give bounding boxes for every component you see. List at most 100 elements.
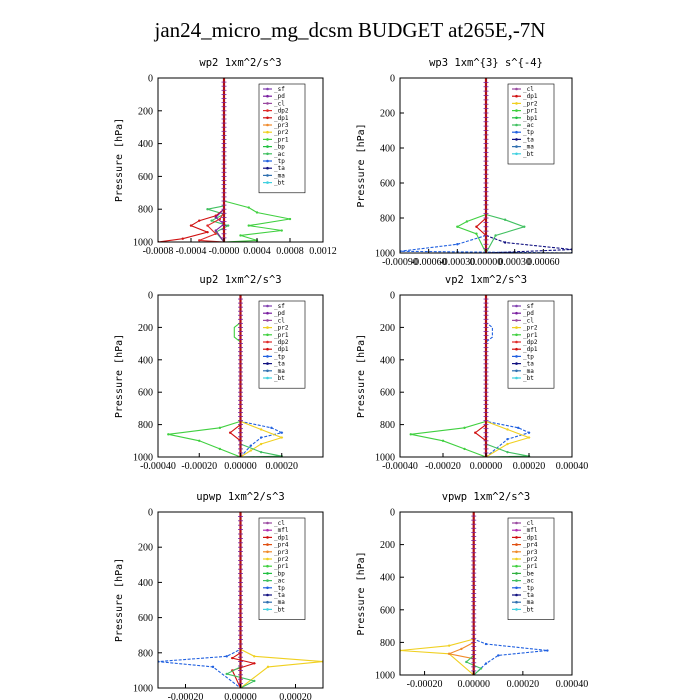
legend-label: _pr1 [523, 563, 538, 570]
legend-label: _pd [274, 93, 285, 100]
x-tick-label: 0.00020 [513, 461, 546, 472]
series-point-dp2 [198, 239, 201, 242]
legend-label: _pd [274, 310, 285, 317]
series-point-ta [503, 241, 507, 244]
legend-label: _ta [523, 361, 534, 368]
series-point-ac [503, 218, 507, 221]
legend-marker [515, 109, 518, 112]
legend-label: _ac [274, 578, 285, 585]
y-tick-label: 200 [380, 540, 395, 551]
x-tick-label: 0.00060 [527, 257, 560, 268]
series-group [158, 78, 292, 242]
series-point-pr1 [441, 439, 445, 442]
legend-marker [515, 333, 518, 337]
legend-marker [515, 557, 518, 561]
x-tick-label: -0.00030 [439, 257, 475, 268]
y-tick-label: 600 [138, 613, 153, 624]
legend-label: _ac [523, 122, 534, 129]
series-point-pr1 [288, 217, 292, 221]
legend-marker [266, 572, 269, 575]
legend-marker [266, 550, 269, 554]
y-tick-label: 1000 [375, 249, 395, 260]
legend-marker [266, 109, 269, 112]
legend-label: _pr1 [274, 332, 289, 339]
legend-marker [266, 138, 269, 141]
legend-marker [266, 87, 269, 91]
legend-marker [266, 311, 269, 315]
chart-panel-5: upwp 1xm^2/s^3 Pressure [hPa] 0 200 400 600 80… [114, 491, 324, 700]
series-group [158, 512, 323, 688]
series-group [167, 295, 284, 457]
y-tick-label: 400 [138, 355, 153, 366]
legend-marker [266, 181, 269, 184]
figure-title: jan24_micro_mg_dcsm BUDGET at265E,-7N [154, 18, 546, 42]
x-tick-label: -0.0000 [209, 246, 240, 257]
legend-label: _sf [274, 303, 285, 310]
legend-marker [266, 166, 269, 170]
legend-marker [266, 347, 269, 351]
series-line-ac [207, 78, 230, 242]
series-point-dp1 [253, 662, 256, 665]
chart-title: up2 1xm^2/s^3 [199, 274, 281, 286]
series-point-pr2 [253, 655, 256, 658]
series-point-dp1 [228, 431, 232, 434]
x-tick-label: 0.00000 [224, 692, 257, 700]
x-tick-label: -0.00020 [168, 692, 204, 700]
legend-label: _bt [274, 606, 285, 613]
legend-label: _ac [274, 151, 285, 158]
legend-marker [515, 102, 518, 105]
series-point-pr2 [506, 428, 509, 431]
legend-marker [515, 572, 518, 575]
legend-marker [266, 319, 269, 322]
legend-label: _ma [274, 368, 285, 375]
legend-label: _tp [523, 353, 534, 360]
legend-marker [266, 130, 269, 134]
x-tick-label: 0.0008 [276, 246, 304, 257]
series-point-tp [270, 426, 273, 430]
legend-marker [515, 152, 518, 156]
legend-marker [515, 528, 518, 532]
legend-marker [515, 116, 518, 120]
legend-label: _cl [274, 100, 285, 107]
legend-marker [266, 369, 269, 373]
legend-label: _tp [523, 129, 534, 136]
series-line-pr3 [447, 512, 475, 675]
legend-marker [266, 174, 269, 177]
legend-marker [266, 362, 269, 365]
series-point-dp2 [214, 232, 217, 235]
legend-marker [515, 550, 518, 554]
y-tick-label: 400 [380, 144, 395, 155]
legend-label: _bt [523, 151, 534, 158]
legend-label: _mfl [523, 527, 538, 534]
legend-marker [266, 608, 269, 611]
series-point-tp [211, 665, 215, 669]
series-point-ac [506, 450, 509, 454]
legend-marker [266, 536, 269, 539]
chart-title: vpwp 1xm^2/s^3 [442, 491, 531, 503]
series-line-dp1 [230, 512, 257, 688]
chart-panel-6: vpwp 1xm^2/s^3 Pressure [hPa] 0 200 400 600 80… [356, 491, 588, 690]
legend-marker [515, 369, 518, 373]
legend-label: _bp [274, 570, 285, 577]
series-point-pd [214, 229, 217, 232]
legend-label: _tp [523, 585, 534, 592]
legend-marker [515, 355, 518, 358]
legend-marker [515, 536, 518, 539]
legend-label: _tp [274, 158, 285, 165]
series-point-pr1 [456, 225, 459, 228]
legend-marker [266, 593, 269, 597]
series-group [409, 295, 531, 457]
series-point-ac [206, 208, 209, 211]
legend-marker [266, 304, 269, 308]
series-point-tp [546, 649, 549, 652]
series-point-pd [214, 216, 217, 219]
legend-marker [515, 376, 518, 380]
legend-label: _pr3 [523, 549, 538, 556]
x-tick-label: -0.00060 [411, 257, 447, 268]
plot-frame [399, 511, 573, 676]
series-line-pr1 [455, 78, 487, 253]
y-tick-label: 600 [380, 179, 395, 190]
x-tick-label: -0.00020 [425, 461, 461, 472]
legend-marker [266, 116, 269, 120]
legend-label: _ta [274, 361, 285, 368]
